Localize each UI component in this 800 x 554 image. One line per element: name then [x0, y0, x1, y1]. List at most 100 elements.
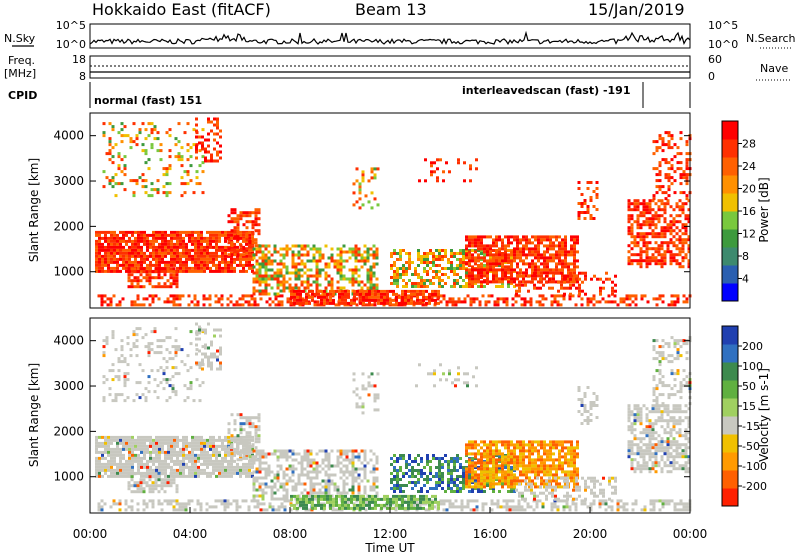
heatmap-cell: [140, 251, 143, 255]
heatmap-cell: [684, 229, 688, 233]
heatmap-cell: [339, 286, 343, 290]
heatmap-cell: [158, 236, 161, 240]
heatmap-cell: [568, 294, 572, 298]
heatmap-cell: [657, 259, 661, 263]
heatmap-cell: [374, 292, 377, 296]
heatmap-cell: [134, 447, 137, 451]
heatmap-cell: [282, 262, 286, 266]
heatmap-cell: [152, 456, 155, 460]
heatmap-cell: [528, 253, 531, 257]
heatmap-cell: [107, 438, 110, 442]
heatmap-cell: [152, 239, 155, 243]
heatmap-cell: [134, 230, 137, 234]
heatmap-cell: [431, 292, 434, 296]
heatmap-cell: [416, 295, 419, 299]
heatmap-cell: [354, 470, 358, 474]
heatmap-cell: [296, 500, 299, 504]
heatmap-cell: [486, 268, 489, 272]
heatmap-cell: [98, 456, 101, 460]
heatmap-cell: [338, 298, 341, 302]
heatmap-cell: [654, 247, 658, 251]
heatmap-cell: [95, 444, 98, 448]
heatmap-cell: [345, 250, 349, 254]
heatmap-cell: [177, 140, 181, 144]
heatmap-cell: [463, 179, 466, 183]
heatmap-cell: [209, 447, 212, 451]
heatmap-cell: [294, 452, 298, 456]
heatmap-cell: [581, 271, 584, 275]
heatmap-cell: [556, 300, 560, 304]
heatmap-cell: [279, 247, 283, 251]
heatmap-cell: [194, 242, 197, 246]
heatmap-cell: [277, 508, 281, 512]
station-title: Hokkaido East (fitACF): [92, 0, 271, 19]
heatmap-cell: [109, 300, 113, 304]
heatmap-cell: [153, 128, 157, 132]
heatmap-cell: [367, 200, 371, 204]
heatmap-cell: [200, 456, 203, 460]
heatmap-cell: [178, 294, 182, 298]
heatmap-cell: [220, 502, 224, 506]
heatmap-cell: [187, 502, 191, 506]
heatmap-cell: [128, 230, 131, 234]
heatmap-cell: [627, 202, 631, 206]
heatmap-cell: [116, 239, 119, 243]
heatmap-cell: [355, 303, 359, 307]
heatmap-cell: [660, 262, 664, 266]
heatmap-cell: [561, 241, 564, 245]
heatmap-cell: [552, 259, 555, 263]
heatmap-cell: [251, 245, 254, 249]
heatmap-cell: [672, 223, 676, 227]
heatmap-cell: [137, 233, 140, 237]
heatmap-cell: [360, 256, 364, 260]
heatmap-cell: [389, 289, 392, 293]
heatmap-cell: [658, 499, 662, 503]
heatmap-cell: [471, 268, 474, 272]
heatmap-cell: [175, 294, 179, 298]
heatmap-cell: [122, 248, 125, 252]
heatmap-cell: [212, 435, 215, 439]
heatmap-cell: [283, 508, 287, 512]
heatmap-cell: [366, 253, 370, 257]
heatmap-cell: [199, 502, 203, 506]
heatmap-cell: [548, 286, 551, 290]
heatmap-cell: [125, 266, 128, 270]
heatmap-cell: [211, 505, 215, 509]
heatmap-cell: [352, 182, 356, 186]
heatmap-cell: [125, 260, 128, 264]
heatmap-cell: [128, 444, 131, 448]
heatmap-cell: [655, 146, 659, 150]
heatmap-cell: [327, 473, 331, 477]
heatmap-cell: [203, 444, 206, 448]
heatmap-cell: [189, 179, 193, 183]
heatmap-cell: [523, 499, 527, 503]
heatmap-cell: [358, 185, 362, 189]
heatmap-cell: [657, 235, 661, 239]
heatmap-cell: [175, 273, 179, 277]
heatmap-cell: [285, 491, 289, 495]
heatmap-cell: [361, 203, 365, 207]
heatmap-cell: [393, 264, 396, 267]
heatmap-cell: [510, 250, 513, 254]
heatmap-cell: [105, 152, 109, 156]
heatmap-cell: [324, 452, 328, 456]
heatmap-cell: [127, 487, 131, 491]
heatmap-cell: [510, 262, 513, 266]
heatmap-cell: [336, 458, 340, 462]
heatmap-cell: [169, 276, 173, 280]
heatmap-cell: [116, 260, 119, 264]
heatmap-cell: [131, 468, 134, 472]
heatmap-cell: [140, 233, 143, 237]
heatmap-cell: [359, 295, 362, 299]
heatmap-cell: [374, 289, 377, 293]
heatmap-cell: [306, 449, 310, 453]
heatmap-cell: [309, 485, 313, 489]
heatmap-cell: [589, 199, 593, 202]
heatmap-cell: [471, 277, 474, 281]
heatmap-cell: [116, 248, 119, 252]
heatmap-cell: [685, 164, 689, 168]
heatmap-cell: [112, 294, 116, 298]
heatmap-cell: [297, 452, 301, 456]
heatmap-cell: [172, 300, 176, 304]
heatmap-cell: [614, 274, 617, 278]
